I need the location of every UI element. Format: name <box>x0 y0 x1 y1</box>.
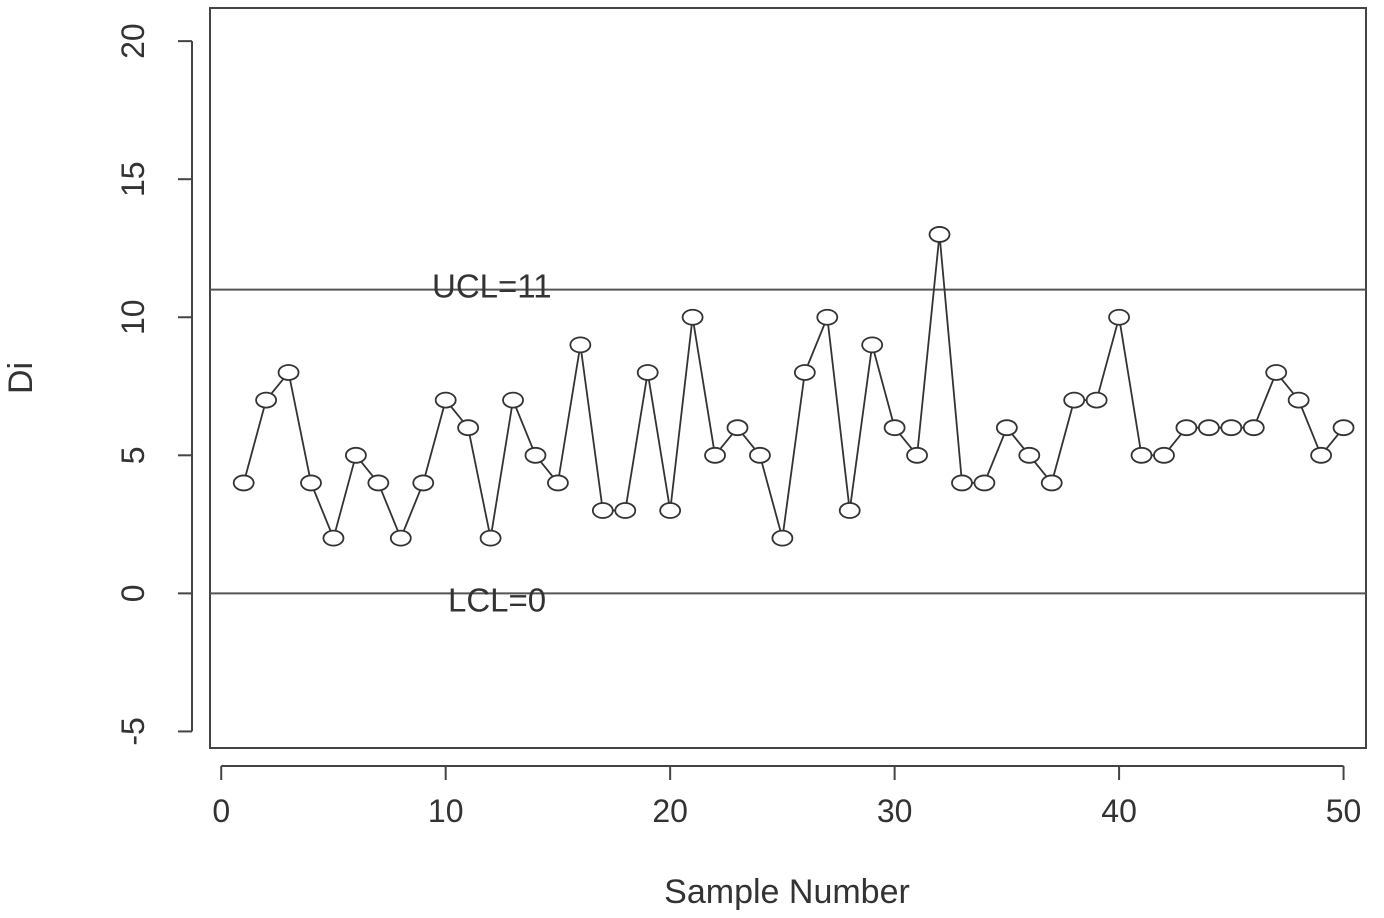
data-point <box>524 446 547 464</box>
x-axis: 0 10 20 30 40 50 <box>212 765 1362 829</box>
data-series <box>232 226 1355 547</box>
data-point <box>1220 419 1243 437</box>
data-point <box>883 419 906 437</box>
data-point <box>973 474 996 492</box>
data-point <box>1332 419 1355 437</box>
data-point <box>1153 446 1175 464</box>
data-point <box>1175 419 1198 437</box>
data-point <box>1063 391 1086 409</box>
data-point <box>928 226 951 243</box>
x-tick-label: 20 <box>652 793 688 829</box>
data-point <box>255 391 278 409</box>
data-point <box>1085 391 1108 409</box>
data-point <box>906 446 928 464</box>
x-tick-label: 10 <box>428 793 464 829</box>
control-limit-label: UCL=11 <box>432 268 552 305</box>
data-point <box>569 336 592 354</box>
data-point <box>502 391 524 409</box>
y-tick-label: 5 <box>115 446 151 464</box>
data-point <box>345 446 367 464</box>
x-tick-label: 0 <box>212 793 230 829</box>
data-point <box>749 446 771 464</box>
data-point <box>726 419 749 437</box>
data-point <box>951 474 973 492</box>
data-point <box>412 474 435 492</box>
data-point <box>434 391 457 409</box>
data-point <box>547 474 569 492</box>
data-point <box>771 529 794 547</box>
data-point <box>636 364 659 381</box>
data-point <box>838 502 861 519</box>
data-point <box>1265 364 1288 381</box>
control-limit-label: LCL=0 <box>448 581 546 618</box>
y-tick-label: -5 <box>115 717 151 745</box>
y-axis-title: Di <box>2 362 40 394</box>
x-tick-label: 50 <box>1326 793 1362 829</box>
y-tick-label: 15 <box>115 161 151 197</box>
y-tick-label: 0 <box>115 584 151 602</box>
data-point <box>1197 419 1220 437</box>
data-point <box>479 529 502 547</box>
data-point <box>1040 474 1063 492</box>
y-axis: -5 0 5 10 15 20 <box>115 23 193 746</box>
data-point <box>300 474 322 492</box>
data-point <box>1018 446 1041 464</box>
data-point <box>322 529 345 547</box>
data-point <box>367 474 390 492</box>
y-tick-label: 20 <box>115 23 151 59</box>
x-tick-label: 30 <box>877 793 913 829</box>
x-tick-label: 40 <box>1101 793 1137 829</box>
data-point <box>861 336 884 354</box>
data-point <box>277 364 300 381</box>
x-axis-title: Sample Number <box>664 873 910 911</box>
data-point <box>659 502 682 519</box>
plot-frame <box>209 7 1367 749</box>
data-point <box>995 419 1018 437</box>
control-limits: UCL=11 LCL=0 <box>210 268 1366 618</box>
data-point <box>1287 391 1310 409</box>
data-point <box>614 502 637 519</box>
series-line <box>242 233 1345 539</box>
y-tick-label: 10 <box>115 299 151 335</box>
data-point <box>1108 308 1130 326</box>
data-point <box>457 419 480 437</box>
data-point <box>591 502 614 519</box>
data-point <box>389 529 412 547</box>
data-point <box>681 308 704 326</box>
data-point <box>793 364 816 381</box>
data-point <box>1242 419 1265 437</box>
data-point <box>704 446 726 464</box>
data-point <box>1130 446 1153 464</box>
data-point <box>232 474 255 492</box>
data-point <box>816 308 839 326</box>
data-point <box>1310 446 1333 464</box>
